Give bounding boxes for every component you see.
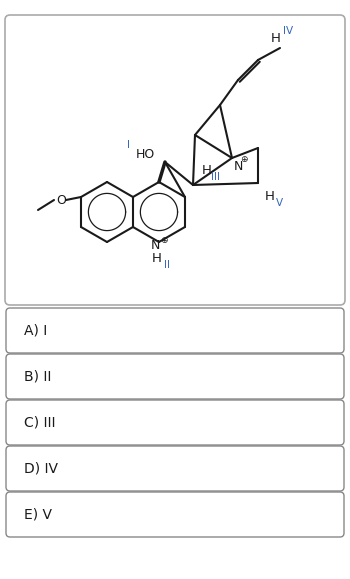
FancyBboxPatch shape — [6, 492, 344, 537]
Text: H: H — [265, 190, 275, 203]
Text: ⊕: ⊕ — [160, 236, 168, 245]
Text: H: H — [202, 163, 212, 177]
Text: IV: IV — [283, 26, 293, 36]
Text: N: N — [234, 160, 243, 173]
Text: H: H — [152, 251, 162, 265]
Text: D) IV: D) IV — [24, 461, 58, 475]
FancyBboxPatch shape — [6, 308, 344, 353]
Text: B) II: B) II — [24, 369, 51, 383]
Text: ⊕: ⊕ — [240, 155, 248, 164]
Text: A) I: A) I — [24, 323, 47, 337]
Text: HO: HO — [135, 148, 155, 160]
FancyBboxPatch shape — [6, 446, 344, 491]
Text: E) V: E) V — [24, 507, 52, 521]
FancyBboxPatch shape — [6, 400, 344, 445]
Text: O: O — [56, 193, 66, 207]
Text: II: II — [164, 260, 170, 270]
FancyBboxPatch shape — [5, 15, 345, 305]
Text: I: I — [126, 140, 130, 150]
Text: H: H — [271, 31, 281, 45]
Text: V: V — [275, 198, 282, 208]
Text: N: N — [150, 239, 160, 252]
FancyBboxPatch shape — [6, 354, 344, 399]
Text: III: III — [210, 172, 219, 182]
Text: C) III: C) III — [24, 415, 56, 429]
